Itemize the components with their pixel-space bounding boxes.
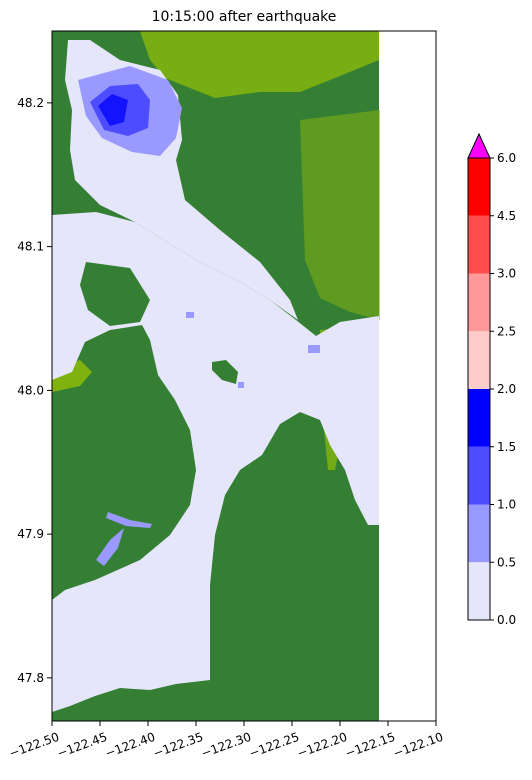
wave-patch-small-3 — [308, 345, 320, 353]
colorbar-tick-label: 6.0 — [497, 151, 516, 165]
y-tick-label: 48.2 — [17, 96, 44, 110]
colorbar-tick-label: 0.5 — [497, 555, 516, 569]
wetland-east — [300, 110, 380, 320]
x-tick-label: −122.45 — [55, 730, 109, 761]
x-tick-label: −122.30 — [199, 730, 253, 761]
wave-patch-small-4 — [96, 528, 124, 566]
colorbar-tick-label: 3.0 — [497, 267, 516, 281]
x-tick-label: −122.20 — [295, 730, 349, 761]
colorbar-tick-label: 0.0 — [497, 613, 516, 627]
colorbar-segment — [468, 562, 490, 620]
x-tick-label: −122.40 — [103, 730, 157, 761]
colorbar-segment — [468, 389, 490, 447]
wave-patch-small-2 — [238, 382, 244, 388]
x-tick-label: −122.35 — [151, 730, 205, 761]
colorbar-segment — [468, 215, 490, 274]
colorbar-tick-label: 1.5 — [497, 440, 516, 454]
y-axis: 47.8 47.9 48.0 48.1 48.2 — [17, 96, 52, 685]
x-tick-label: −122.10 — [391, 730, 445, 761]
colorbar-tick-label: 1.0 — [497, 498, 516, 512]
map-area — [52, 31, 436, 721]
island-southwest — [104, 476, 145, 520]
colorbar-tick-label: 4.5 — [497, 209, 516, 223]
colorbar-segment — [468, 504, 490, 563]
wetland-north — [140, 31, 379, 98]
wave-patch-small-5 — [106, 512, 152, 528]
colorbar-tick-label: 2.0 — [497, 382, 516, 396]
y-tick-label: 48.1 — [17, 240, 44, 254]
x-tick-label: −122.25 — [247, 730, 301, 761]
peninsula-west — [80, 262, 150, 326]
colorbar-segment — [468, 446, 490, 505]
colorbar-extend-arrow — [467, 132, 491, 159]
water-main — [52, 212, 379, 712]
colorbar-segment — [468, 273, 490, 332]
y-tick-label: 47.9 — [17, 527, 44, 541]
wave-patch-small-1 — [186, 312, 194, 318]
colorbar-segment — [468, 158, 490, 216]
x-tick-label: −122.15 — [343, 730, 397, 761]
colorbar-segment — [468, 331, 490, 389]
colorbar-tick-label: 2.5 — [497, 324, 516, 338]
colorbar: 0.0 0.5 1.0 1.5 2.0 2.5 3.0 4.5 6.0 — [467, 132, 516, 627]
wave-patch-1-5-2-0 — [98, 94, 128, 126]
y-tick-label: 47.8 — [17, 671, 44, 685]
island-small — [212, 360, 238, 384]
x-axis: −122.50−122.45−122.40−122.35−122.30−122.… — [7, 721, 445, 761]
x-tick-label: −122.50 — [7, 730, 61, 761]
y-tick-label: 48.0 — [17, 383, 44, 397]
chart-title: 10:15:00 after earthquake — [152, 9, 337, 25]
